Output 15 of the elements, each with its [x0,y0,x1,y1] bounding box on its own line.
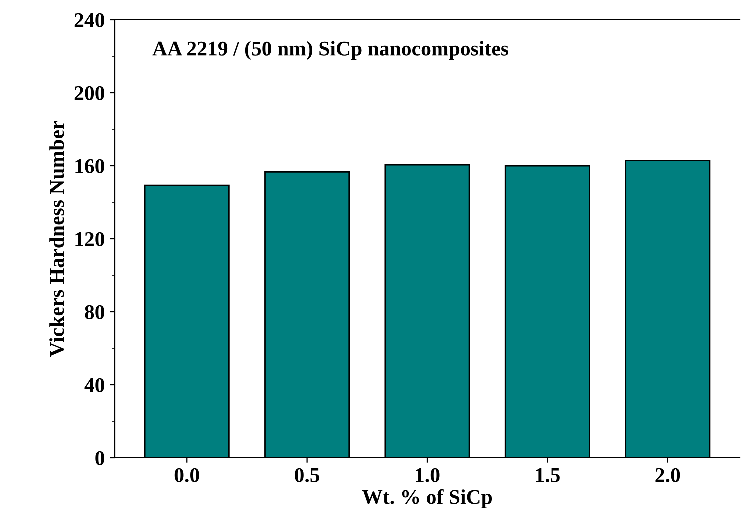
y-tick-label: 200 [74,86,104,100]
y-tick-label: 80 [85,305,104,320]
y-tick-label: 120 [76,232,104,246]
y-tick-label: 0 [96,451,104,466]
y-tick-label: 40 [84,378,104,392]
y-tick-label: 240 [74,13,104,28]
x-tick-label: 0.5 [295,468,320,482]
x-tick-label: 2.0 [656,468,680,482]
x-tick-label: 0.0 [174,468,200,482]
y-axis-title: Vickers Hardness Number [50,121,64,358]
x-tick-label: 1.5 [536,468,560,482]
y-tick-label: 160 [76,159,104,174]
x-axis-title: Wt. % of SiCp [362,489,492,508]
text: AA 2219 / (50 nm) SiCp nanocomposites [152,41,509,60]
x-tick-label: 1.0 [416,468,440,482]
